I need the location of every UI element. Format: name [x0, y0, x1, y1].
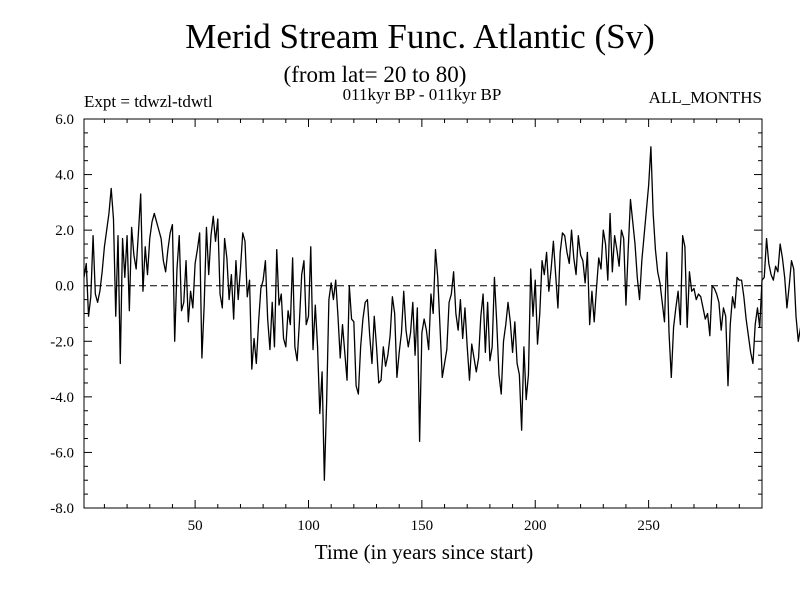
period-label: 011kyr BP - 011kyr BP: [343, 85, 502, 104]
x-tick-label: 50: [188, 518, 203, 534]
x-tick-label: 250: [637, 518, 660, 534]
y-tick-label: 6.0: [55, 112, 74, 128]
x-tick-label: 200: [524, 518, 547, 534]
plot-frame: [83, 118, 763, 509]
y-axis-ticks: -8.0 -6.0 -4.0 -2.0 0.0 2.0 4.0 6.0: [50, 112, 762, 517]
expt-label: Expt = tdwzl-tdwtl: [84, 92, 213, 111]
x-tick-label: 100: [297, 518, 320, 534]
y-tick-label: 2.0: [55, 223, 74, 239]
y-tick-label: -2.0: [50, 334, 74, 350]
y-tick-label: 0.0: [55, 279, 74, 295]
y-tick-label: -4.0: [50, 390, 74, 406]
x-axis-title: Time (in years since start): [315, 540, 534, 564]
y-tick-label: 4.0: [55, 168, 74, 184]
x-tick-label: 150: [411, 518, 434, 534]
chart-title: Merid Stream Func. Atlantic (Sv): [185, 17, 655, 56]
series-group: [83, 146, 800, 481]
chart-subtitle: (from lat= 20 to 80): [284, 62, 467, 87]
x-axis-ticks: 50 100 150 200 250: [103, 119, 740, 534]
y-tick-label: -8.0: [50, 501, 74, 517]
y-tick-label: -6.0: [50, 445, 74, 461]
series-line: [83, 146, 800, 481]
months-label: ALL_MONTHS: [649, 88, 762, 107]
